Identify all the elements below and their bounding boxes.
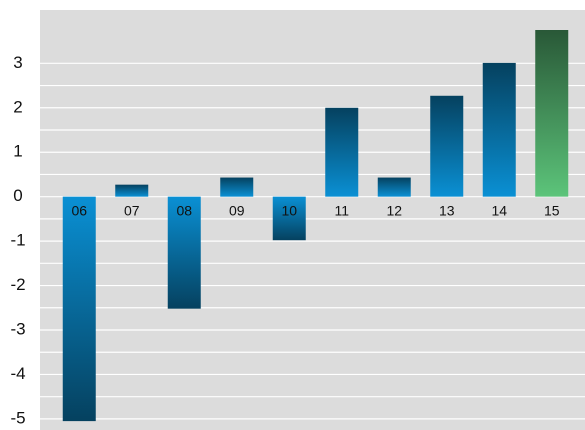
bar xyxy=(220,177,254,197)
x-tick-label: 14 xyxy=(491,202,507,218)
x-tick-label: 07 xyxy=(124,202,140,218)
x-tick-label: 11 xyxy=(334,202,349,218)
y-tick-label: -2 xyxy=(10,275,25,294)
x-tick-label: 10 xyxy=(281,202,297,218)
x-tick-label: 09 xyxy=(229,202,245,218)
x-tick-label: 12 xyxy=(386,202,402,218)
bar xyxy=(167,196,201,309)
y-tick-label: 1 xyxy=(13,142,22,161)
bar xyxy=(535,30,569,197)
y-tick-label: -5 xyxy=(10,408,25,427)
y-tick-label: -4 xyxy=(10,364,25,383)
x-tick-label: 08 xyxy=(176,202,192,218)
x-tick-label: 06 xyxy=(71,202,87,218)
y-tick-label: 3 xyxy=(13,53,22,72)
bar xyxy=(115,184,149,197)
bar xyxy=(430,95,464,197)
bar xyxy=(272,196,306,241)
bar xyxy=(377,177,411,197)
bar xyxy=(482,62,516,197)
y-tick-label: -3 xyxy=(10,319,25,338)
x-tick-label: 15 xyxy=(544,202,560,218)
bar xyxy=(62,196,96,422)
bar xyxy=(325,107,359,197)
y-tick-label: 0 xyxy=(13,186,22,205)
y-tick-label: -1 xyxy=(10,231,25,250)
y-tick-label: 2 xyxy=(13,97,22,116)
x-tick-label: 13 xyxy=(439,202,455,218)
